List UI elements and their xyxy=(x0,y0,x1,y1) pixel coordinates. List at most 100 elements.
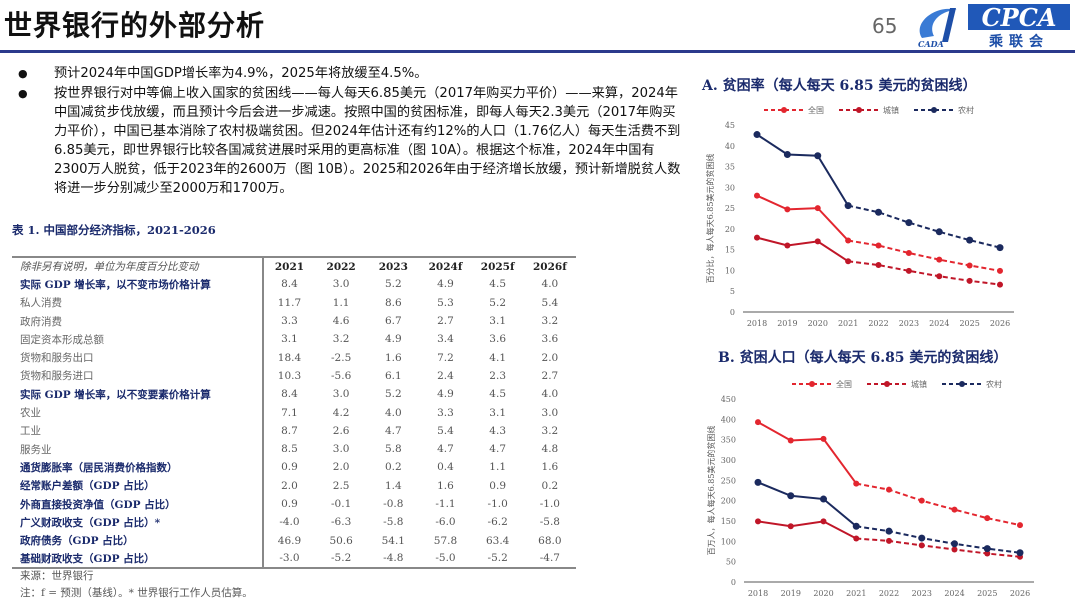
y-tick-label: 45 xyxy=(725,121,735,130)
column-header: 2021 xyxy=(274,260,305,273)
legend-label: 全国 xyxy=(836,379,852,389)
y-tick-label: 0 xyxy=(731,578,736,587)
data-point xyxy=(755,518,761,525)
table-header-row: 除非另有说明，单位为年度百分比变动 2021 2022 2023 2024f 2025f… xyxy=(12,257,576,276)
data-point xyxy=(845,237,852,244)
cell-value: 6.7 xyxy=(384,315,402,328)
data-point xyxy=(783,151,791,159)
legend-marker xyxy=(931,107,937,113)
data-point xyxy=(983,545,991,553)
cell-value: -1.1 xyxy=(435,498,456,510)
y-tick-label: 150 xyxy=(721,517,736,526)
row-label: 实际 GDP 增长率，以不变要素价格计算 xyxy=(12,385,264,404)
row-label: 货物和服务出口 xyxy=(12,348,264,367)
x-tick-label: 2018 xyxy=(747,319,767,328)
cell-value: -1.0 xyxy=(487,498,508,510)
data-point xyxy=(875,262,882,269)
x-tick-label: 2025 xyxy=(977,589,997,598)
series-line-actual xyxy=(756,194,849,242)
cell-value: 3.1 xyxy=(489,406,506,419)
row-label: 农业 xyxy=(12,403,264,422)
cell-value: 10.3 xyxy=(277,369,302,382)
table-row: 货物和服务进口 10.3 -5.6 6.1 2.4 2.3 2.7 xyxy=(12,366,576,386)
cell-value: 3.3 xyxy=(281,315,298,328)
data-point xyxy=(935,228,943,236)
table-row: 基础财政收支（GDP 占比） -3.0 -5.2 -4.8 -5.0 -5.2 -4.7 xyxy=(12,549,576,569)
y-tick-label: 25 xyxy=(725,204,735,213)
data-point xyxy=(951,506,958,513)
svg-text:CADA: CADA xyxy=(918,39,944,48)
cell-value: -5.8 xyxy=(539,516,560,529)
cell-value: 8.6 xyxy=(384,296,402,309)
cell-value: 46.9 xyxy=(277,534,302,547)
data-point xyxy=(905,267,912,274)
column-header: 2024f xyxy=(428,260,463,273)
cell-value: 3.4 xyxy=(437,333,454,346)
cell-value: -5.6 xyxy=(331,369,352,382)
y-tick-label: 30 xyxy=(725,183,735,192)
data-point xyxy=(814,205,821,212)
cell-value: 18.4 xyxy=(277,351,302,364)
cell-value: 8.4 xyxy=(281,388,298,401)
y-tick-label: 10 xyxy=(725,266,735,275)
data-point xyxy=(787,492,795,500)
cell-value: 0.9 xyxy=(489,479,506,492)
cell-value: -4.8 xyxy=(383,552,404,565)
cell-value: 3.0 xyxy=(332,278,350,291)
data-point xyxy=(754,234,760,241)
y-tick-label: 40 xyxy=(725,142,735,151)
data-point xyxy=(885,527,893,535)
data-point xyxy=(753,131,761,139)
bullet-item: 按世界银行对中等偏上收入国家的贫困线——每人每天6.85美元（2017年购买力平… xyxy=(18,84,686,198)
y-tick-label: 350 xyxy=(721,436,736,445)
data-point xyxy=(905,249,912,256)
cell-value: 4.0 xyxy=(384,406,402,419)
row-label: 基础财政收支（GDP 占比） xyxy=(12,549,264,569)
data-point xyxy=(814,152,822,160)
x-tick-label: 2025 xyxy=(959,319,979,328)
cell-value: 3.2 xyxy=(541,424,559,437)
cell-value: 1.6 xyxy=(541,461,559,474)
series-line-actual xyxy=(757,520,857,540)
data-point xyxy=(784,206,791,213)
series-line-forecast xyxy=(856,537,1021,558)
data-point xyxy=(787,437,794,444)
cell-value: 2.5 xyxy=(332,479,350,492)
cell-value: -1.0 xyxy=(539,498,560,510)
cell-value: -3.0 xyxy=(279,552,300,565)
header-label: 除非另有说明，单位为年度百分比变动 xyxy=(12,257,264,276)
cell-value: -5.0 xyxy=(435,552,456,565)
cell-value: 4.7 xyxy=(489,443,506,456)
table-row: 货物和服务出口 18.4 -2.5 1.6 7.2 4.1 2.0 xyxy=(12,348,576,367)
cell-value: 5.4 xyxy=(437,424,454,437)
cell-value: 3.0 xyxy=(332,443,350,456)
cell-value: -6.0 xyxy=(435,516,456,529)
series-line-forecast xyxy=(856,525,1021,554)
x-tick-label: 2024 xyxy=(929,319,949,328)
cell-value: 5.3 xyxy=(437,296,454,309)
row-label: 私人消费 xyxy=(12,293,264,312)
x-tick-label: 2020 xyxy=(813,589,833,598)
cell-value: 3.0 xyxy=(332,388,350,401)
header-divider xyxy=(0,50,1075,53)
data-point xyxy=(966,277,973,284)
table-row: 固定资本形成总额 3.1 3.2 4.9 3.4 3.6 3.6 xyxy=(12,330,576,349)
column-header: 2022 xyxy=(326,260,356,273)
row-label: 广义财政收支（GDP 占比）* xyxy=(12,513,264,532)
data-point xyxy=(853,535,860,542)
cell-value: 54.1 xyxy=(381,534,405,547)
table-row: 经常账户差额（GDP 占比） 2.0 2.5 1.4 1.6 0.9 0.2 xyxy=(12,476,576,495)
economic-indicators-table: 除非另有说明，单位为年度百分比变动 2021 2022 2023 2024f 2025f… xyxy=(12,256,576,570)
table-row: 私人消费 11.7 1.1 8.6 5.3 5.2 5.4 xyxy=(12,293,576,312)
chart-a-title: A. 贫困率（每人每天 6.85 美元的贫困线） xyxy=(702,78,977,94)
bullet-list: 预计2024年中国GDP增长率为4.9%，2025年将放缓至4.5%。 按世界银… xyxy=(18,64,686,199)
cell-value: -5.2 xyxy=(331,552,352,565)
cell-value: 3.2 xyxy=(541,315,559,328)
cell-value: -6.2 xyxy=(487,516,508,529)
data-point xyxy=(1017,522,1023,529)
x-tick-label: 2020 xyxy=(808,319,828,328)
row-label: 外商直接投资净值（GDP 占比） xyxy=(12,494,264,514)
legend-label: 城镇 xyxy=(883,105,899,115)
cell-value: 57.8 xyxy=(433,534,458,547)
data-point xyxy=(966,236,974,244)
